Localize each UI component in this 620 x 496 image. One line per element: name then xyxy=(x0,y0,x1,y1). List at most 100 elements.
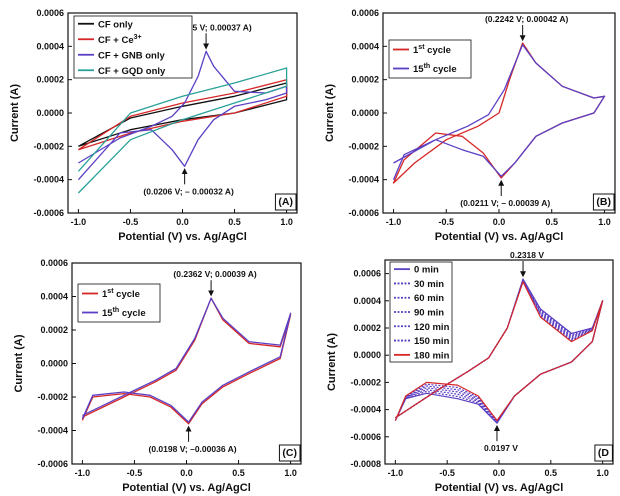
y-tick-label: -0.0006 xyxy=(37,459,68,469)
legend-label: CF only xyxy=(98,19,134,30)
legend-label: CF + Ce3+ xyxy=(98,34,142,46)
x-tick-label: 0.0 xyxy=(493,468,506,478)
y-tick-label: 0.0006 xyxy=(40,258,68,268)
y-tick-label: -0.0002 xyxy=(33,141,64,151)
peak-annotation: (0.2242 V; 0.00042 A) xyxy=(485,14,568,24)
legend-label-tail: cycle xyxy=(430,64,456,75)
x-tick-label: -1.0 xyxy=(386,217,402,227)
series-line xyxy=(394,281,604,422)
peak-annotation: 0.0197 V xyxy=(484,443,518,453)
x-tick-label: 0.0 xyxy=(176,217,189,227)
y-tick-label: -0.0004 xyxy=(348,175,379,185)
legend-label-base: 15 xyxy=(413,64,424,75)
y-axis-title: Current (A) xyxy=(13,334,25,392)
y-tick-label: 0.0002 xyxy=(36,75,64,85)
panel-label-box xyxy=(594,444,613,462)
peak-annotation: (0.2362 V; 0.00039 A) xyxy=(173,269,256,279)
y-tick-label: 0.0004 xyxy=(351,41,379,51)
x-tick-label: 0.0 xyxy=(180,468,193,478)
legend-label: 15th cycle xyxy=(413,63,457,75)
x-tick-label: 1.0 xyxy=(284,468,297,478)
legend-label-base: CF + Ce xyxy=(98,35,134,46)
legend-label-superscript: st xyxy=(107,288,114,295)
x-tick-label: -1.0 xyxy=(75,468,91,478)
legend-label: 30 min xyxy=(414,279,444,290)
x-tick-label: 1.0 xyxy=(596,468,609,478)
x-tick-label: -0.5 xyxy=(439,217,455,227)
x-tick-label: 0.5 xyxy=(545,468,558,478)
legend-label-base: 1 xyxy=(102,289,108,300)
legend-label-base: 15 xyxy=(102,308,113,319)
peak-annotation: (0.0211 V; – 0.00039 A) xyxy=(460,198,550,208)
x-axis-title: Potential (V) vs. Ag/AgCl xyxy=(435,482,564,494)
y-tick-label: -0.0006 xyxy=(350,432,381,442)
x-tick-label: 1.0 xyxy=(598,217,611,227)
x-tick-label: 0.5 xyxy=(232,468,245,478)
y-axis-title: Current (A) xyxy=(9,84,21,142)
legend-label: 120 min xyxy=(414,322,450,333)
x-tick-label: 0.5 xyxy=(545,217,558,227)
series-line xyxy=(77,67,288,194)
legend-label: 90 min xyxy=(414,308,444,319)
legend-label-superscript: th xyxy=(113,307,120,314)
legend-label: 1st cycle xyxy=(413,44,451,56)
y-tick-label: 0.0004 xyxy=(40,292,68,302)
y-tick-label: 0.0006 xyxy=(351,8,379,18)
x-tick-label: -1.0 xyxy=(71,217,87,227)
y-tick-label: -0.0004 xyxy=(33,175,64,185)
x-axis-title: Potential (V) vs. Ag/AgCl xyxy=(435,231,564,243)
panel-d: -1.0 -0.5 0.0 0.5 1.0 -0.0008 -0.0006 -0.0004 -0… xyxy=(326,250,614,494)
legend-label-superscript: 3+ xyxy=(134,34,142,41)
legend-label-tail: cycle xyxy=(119,308,145,319)
y-tick-label: 0.0002 xyxy=(353,323,381,333)
legend-box xyxy=(77,283,161,323)
peak-annotation: 0.2318 V xyxy=(510,250,544,260)
x-tick-label: 1.0 xyxy=(280,217,293,227)
peak-annotation: (0.2265 V; 0.00037 A) xyxy=(168,22,251,32)
y-tick-label: -0.0006 xyxy=(348,208,379,218)
legend-box xyxy=(388,39,472,79)
panel-label: (B) xyxy=(596,196,611,208)
legend-box xyxy=(73,15,193,79)
y-tick-label: 0.0004 xyxy=(36,41,64,51)
y-tick-label: 0.0002 xyxy=(351,75,379,85)
panel-label-box xyxy=(592,193,615,211)
y-tick-label: 0.0000 xyxy=(353,350,381,360)
legend-label: 1st cycle xyxy=(102,288,140,300)
legend-label-tail: cycle xyxy=(425,45,451,56)
legend-label: 150 min xyxy=(414,336,450,347)
y-tick-label: 0.0006 xyxy=(353,269,381,279)
x-tick-label: -1.0 xyxy=(388,468,404,478)
legend-label: 60 min xyxy=(414,293,444,304)
y-tick-label: -0.0002 xyxy=(348,141,379,151)
y-tick-label: -0.0004 xyxy=(37,426,68,436)
y-tick-label: -0.0008 xyxy=(350,459,381,469)
y-axis-title: Current (A) xyxy=(326,333,338,391)
y-tick-label: 0.0000 xyxy=(36,108,64,118)
panel-label: (C) xyxy=(282,447,297,459)
y-tick-label: 0.0000 xyxy=(40,359,68,369)
series-line xyxy=(392,44,606,180)
legend-label-superscript: th xyxy=(424,63,431,70)
panel-a: -1.0 -0.5 0.0 0.5 1.0 -0.0006 -0.0004 -0.0002 0.… xyxy=(9,8,298,243)
x-tick-label: 0.5 xyxy=(228,217,241,227)
panel-c: -1.0 -0.5 0.0 0.5 1.0 -0.0006 -0.0004 -0.0002 0.… xyxy=(13,258,302,494)
legend-label-superscript: st xyxy=(418,44,425,51)
x-axis-title: Potential (V) vs. Ag/AgCl xyxy=(122,482,251,494)
y-axis-title: Current (A) xyxy=(324,84,336,142)
x-tick-label: -0.5 xyxy=(439,468,455,478)
series-line xyxy=(81,297,292,423)
legend-label: 15th cycle xyxy=(102,307,146,319)
y-tick-label: -0.0006 xyxy=(33,208,64,218)
y-tick-label: -0.0002 xyxy=(350,377,381,387)
x-tick-label: -0.5 xyxy=(123,217,139,227)
y-tick-label: 0.0004 xyxy=(353,296,381,306)
peak-annotation: (0.0206 V; – 0.00032 A) xyxy=(143,186,234,196)
panel-label: (A) xyxy=(278,196,293,208)
peak-annotation: (0.0198 V; –0.00036 A) xyxy=(149,444,237,454)
x-tick-label: -0.5 xyxy=(127,468,143,478)
legend-label: CF + GNB only xyxy=(98,50,165,61)
y-tick-label: 0.0006 xyxy=(36,8,64,18)
panel-label-box xyxy=(274,193,297,211)
